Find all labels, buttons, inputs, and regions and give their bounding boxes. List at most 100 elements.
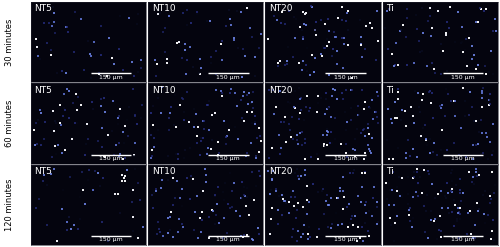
Point xyxy=(322,22,330,26)
Point xyxy=(204,157,212,161)
Point xyxy=(325,40,333,44)
Point xyxy=(185,120,193,124)
Point xyxy=(116,152,124,156)
Point xyxy=(393,116,401,120)
Point xyxy=(239,47,247,51)
Point xyxy=(404,175,411,179)
Point xyxy=(352,154,360,158)
Point xyxy=(274,64,282,68)
Point xyxy=(226,91,234,95)
Point xyxy=(486,201,494,205)
Point xyxy=(358,185,366,189)
Point xyxy=(454,10,462,14)
Point xyxy=(471,123,479,127)
Point xyxy=(192,112,200,116)
Point xyxy=(468,231,475,235)
Point xyxy=(322,5,330,9)
Point xyxy=(298,108,306,112)
Point xyxy=(480,193,488,197)
Point xyxy=(430,141,438,144)
Point xyxy=(472,20,480,24)
Point xyxy=(35,201,43,205)
Point xyxy=(158,234,166,238)
Point xyxy=(368,214,376,218)
Point xyxy=(364,147,372,151)
Point xyxy=(474,174,482,178)
Point xyxy=(469,56,477,60)
Point xyxy=(339,66,347,70)
Point xyxy=(471,236,479,240)
Point xyxy=(488,28,496,32)
Point xyxy=(360,157,368,161)
Point xyxy=(415,105,423,109)
Point xyxy=(424,169,432,173)
Point xyxy=(50,167,58,171)
Point xyxy=(411,129,419,133)
Point xyxy=(250,74,258,78)
Point xyxy=(56,121,64,125)
Point xyxy=(52,152,60,156)
Point xyxy=(351,137,359,141)
Point xyxy=(414,197,422,201)
Point xyxy=(62,108,70,112)
Point xyxy=(336,186,344,190)
Point xyxy=(218,95,226,99)
Point xyxy=(162,57,170,61)
Text: 150 μm: 150 μm xyxy=(451,75,474,80)
Point xyxy=(156,186,164,190)
Point xyxy=(180,58,188,62)
Point xyxy=(285,211,293,215)
Point xyxy=(447,99,455,103)
Point xyxy=(306,106,314,110)
Point xyxy=(224,8,232,12)
Point xyxy=(280,120,287,124)
Text: 150 μm: 150 μm xyxy=(99,156,123,161)
Point xyxy=(118,68,126,72)
Point xyxy=(452,16,460,20)
Point xyxy=(210,193,218,197)
Point xyxy=(491,183,499,187)
Point xyxy=(290,227,298,231)
Point xyxy=(286,9,294,13)
Point xyxy=(123,168,131,172)
Point xyxy=(327,115,335,119)
Point xyxy=(296,61,304,65)
Point xyxy=(476,6,484,10)
Point xyxy=(222,142,230,146)
Point xyxy=(252,55,260,59)
Point xyxy=(456,212,464,216)
Point xyxy=(120,176,128,180)
Point xyxy=(350,132,358,136)
Point xyxy=(180,97,188,101)
Point xyxy=(322,91,330,95)
Point xyxy=(248,35,256,39)
Point xyxy=(434,12,442,16)
Point xyxy=(364,143,372,147)
Point xyxy=(77,140,85,144)
Point xyxy=(478,91,486,95)
Point xyxy=(50,120,58,124)
Point xyxy=(422,139,430,143)
Point xyxy=(459,191,467,195)
Point xyxy=(338,36,346,40)
Point xyxy=(353,127,361,131)
Point xyxy=(64,220,72,224)
Point xyxy=(374,94,382,98)
Point xyxy=(484,102,492,106)
Point xyxy=(462,37,470,41)
Point xyxy=(42,120,50,124)
Point xyxy=(166,22,174,26)
Point xyxy=(299,59,307,63)
Point xyxy=(406,219,413,223)
Point xyxy=(277,120,285,124)
Point xyxy=(218,236,226,240)
Point xyxy=(68,144,76,148)
Point xyxy=(98,126,106,130)
Point xyxy=(414,182,422,186)
Point xyxy=(190,107,198,111)
Text: NT20: NT20 xyxy=(269,4,292,13)
Point xyxy=(389,157,397,161)
Point xyxy=(330,183,338,187)
Point xyxy=(124,134,132,138)
Point xyxy=(184,199,192,203)
